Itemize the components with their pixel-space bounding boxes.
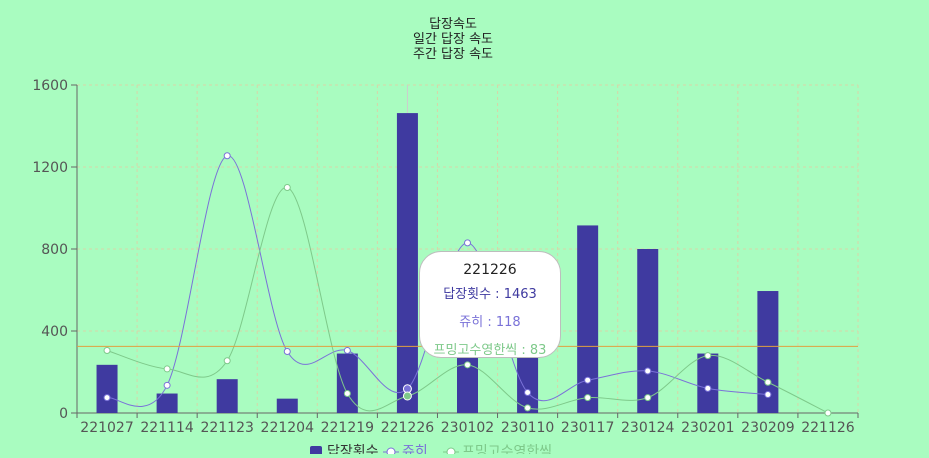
bar xyxy=(697,353,719,413)
series-line-1 xyxy=(106,186,829,414)
bar xyxy=(336,353,358,413)
series-point xyxy=(283,348,291,355)
legend-swatch-bar xyxy=(310,446,322,458)
legend-swatch-point xyxy=(446,447,456,457)
series-point xyxy=(223,357,231,365)
bar xyxy=(216,379,238,413)
bar xyxy=(757,291,779,413)
y-tick-label: 0 xyxy=(59,406,68,422)
bar xyxy=(276,398,298,413)
x-tick-label: 221123 xyxy=(200,420,253,436)
series-point xyxy=(764,378,772,386)
series-point xyxy=(343,390,351,398)
series-point xyxy=(704,352,712,360)
series-point xyxy=(524,389,532,396)
series-point xyxy=(402,391,412,401)
bar xyxy=(156,393,178,413)
bar xyxy=(517,353,539,413)
series-point xyxy=(464,361,471,369)
x-tick-label: 230117 xyxy=(561,420,614,436)
series-point xyxy=(824,409,832,417)
tooltip-title: 221226 xyxy=(463,262,517,278)
x-tick-label: 230110 xyxy=(501,420,554,436)
bar xyxy=(396,113,418,414)
legend-label: 프밍고수영한씩 xyxy=(462,444,552,454)
chart-title-line: 답장속도 xyxy=(429,17,477,32)
bar xyxy=(457,353,478,413)
x-tick-label: 221126 xyxy=(801,420,855,436)
tooltip-row-juhi: 쥬히 : 118 xyxy=(459,315,521,330)
chart-title-line: 일간 답장 속도 xyxy=(413,32,493,47)
series-point xyxy=(103,394,111,402)
bar xyxy=(637,249,659,413)
series-point xyxy=(163,381,171,389)
series-point xyxy=(343,346,351,354)
series-point xyxy=(524,404,532,412)
x-tick-label: 221219 xyxy=(321,420,374,436)
legend-label: 쥬히 xyxy=(402,444,428,454)
chart-title-line: 주간 답장 속도 xyxy=(413,47,493,62)
series-point xyxy=(283,184,291,191)
y-tick-label: 1600 xyxy=(32,78,68,94)
series-point xyxy=(704,384,712,392)
y-tick-label: 1200 xyxy=(32,160,68,176)
legend: 답장횟수 쥬히 프밍고수영한씩 xyxy=(310,444,552,458)
series-point xyxy=(464,239,471,247)
tooltip: 221226 답장횟수 : 1463 쥬히 : 118 프밍고수영한씩 : 83 xyxy=(419,251,561,358)
tooltip-row-pming: 프밍고수영한씩 : 83 xyxy=(433,343,547,358)
series-point xyxy=(644,394,652,402)
bar xyxy=(96,364,118,413)
legend-label: 답장횟수 xyxy=(327,444,379,454)
x-tick-label: 221114 xyxy=(140,420,194,436)
x-tick-label: 230124 xyxy=(621,420,675,436)
x-tick-label: 221027 xyxy=(80,420,133,436)
series-point xyxy=(223,152,231,160)
tooltip-row-answers: 답장횟수 : 1463 xyxy=(443,287,537,302)
x-tick-label: 230102 xyxy=(441,420,494,436)
series-point xyxy=(584,376,592,384)
series-point xyxy=(103,346,111,354)
series-point xyxy=(584,394,592,402)
x-tick-label: 230209 xyxy=(741,420,794,436)
series-point xyxy=(163,365,171,373)
x-tick-label: 221226 xyxy=(381,420,435,436)
x-tick-label: 230201 xyxy=(681,420,734,436)
series-point xyxy=(644,367,652,375)
y-tick-label: 400 xyxy=(41,324,68,340)
series-point xyxy=(764,391,772,399)
bar xyxy=(577,225,599,413)
x-tick-label: 221204 xyxy=(261,420,315,436)
legend-swatch-point xyxy=(386,447,396,457)
y-tick-label: 800 xyxy=(41,242,68,258)
